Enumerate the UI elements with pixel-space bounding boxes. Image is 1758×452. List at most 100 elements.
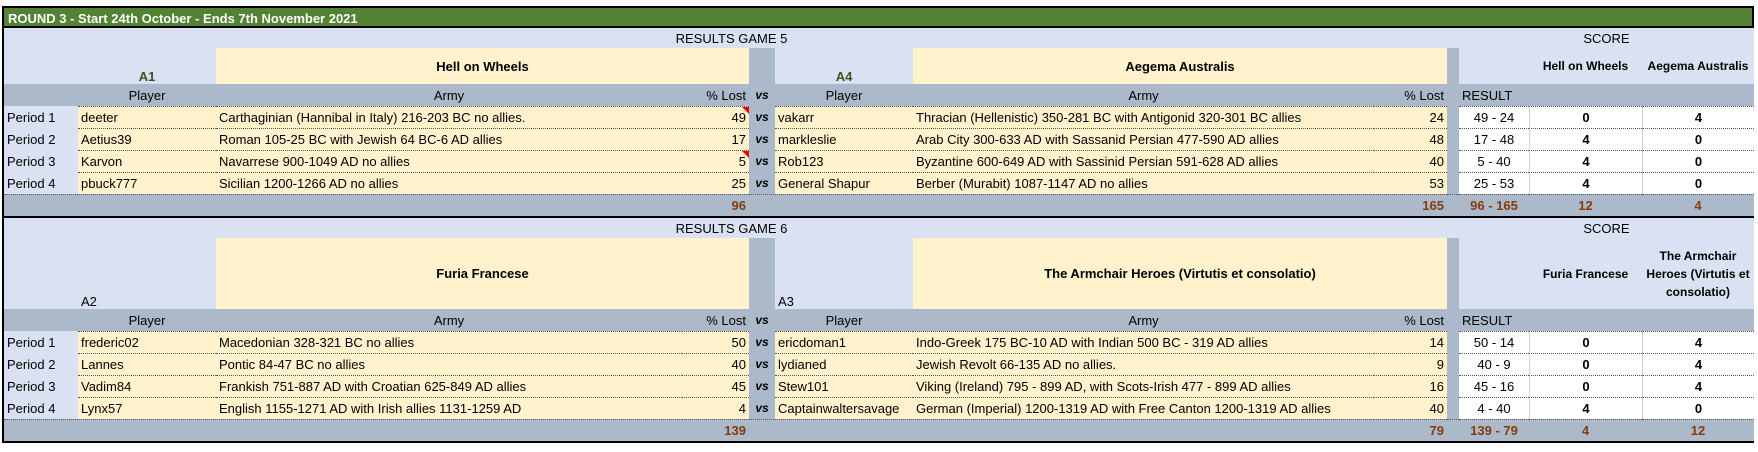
home-player-cell[interactable]: Vadim84 — [78, 375, 216, 397]
score-separator — [1447, 238, 1459, 309]
results-title: RESULTS GAME 5 — [4, 28, 1459, 48]
home-player-cell[interactable]: pbuck777 — [78, 172, 216, 194]
result-cell[interactable]: 4 - 40 — [1459, 397, 1529, 419]
total-blank — [749, 419, 1374, 441]
col-header-lost: % Lost — [1374, 84, 1447, 106]
away-army-cell[interactable]: Jewish Revolt 66-135 AD no allies. — [913, 353, 1374, 375]
home-army-cell[interactable]: Pontic 84-47 BC no allies — [216, 353, 682, 375]
away-team-name: The Armchair Heroes (Virtutis et consola… — [913, 238, 1447, 309]
home-team-code: A1 — [78, 48, 216, 84]
home-army-cell[interactable]: English 1155-1271 AD with Irish allies 1… — [216, 397, 682, 419]
away-player-cell[interactable]: Stew101 — [775, 375, 913, 397]
away-player-cell[interactable]: General Shapur — [775, 172, 913, 194]
away-team-name: Aegema Australis — [913, 48, 1447, 84]
home-player-cell[interactable]: frederic02 — [78, 331, 216, 353]
home-lost-cell[interactable]: 45 — [682, 375, 749, 397]
away-score-cell[interactable]: 4 — [1642, 353, 1754, 375]
away-score-cell[interactable]: 0 — [1642, 150, 1754, 172]
home-army-cell[interactable]: Navarrese 900-1049 AD no allies — [216, 150, 682, 172]
col-header-army: Army — [216, 309, 682, 331]
away-army-cell[interactable]: Berber (Murabit) 1087-1147 AD no allies — [913, 172, 1374, 194]
away-lost-cell[interactable]: 40 — [1374, 397, 1447, 419]
away-lost-cell[interactable]: 14 — [1374, 331, 1447, 353]
home-player-cell[interactable]: Lynx57 — [78, 397, 216, 419]
home-player-cell[interactable]: Karvon — [78, 150, 216, 172]
home-score-cell[interactable]: 0 — [1529, 106, 1642, 128]
result-cell[interactable]: 49 - 24 — [1459, 106, 1529, 128]
col-header-player: Player — [78, 84, 216, 106]
period-label: Period 4 — [4, 397, 78, 419]
vs-label: vs — [749, 150, 775, 172]
result-cell[interactable]: 5 - 40 — [1459, 150, 1529, 172]
home-army-cell[interactable]: Macedonian 328-321 BC no allies — [216, 331, 682, 353]
result-cell[interactable]: 50 - 14 — [1459, 331, 1529, 353]
away-score-cell[interactable]: 4 — [1642, 375, 1754, 397]
home-player-cell[interactable]: Lannes — [78, 353, 216, 375]
home-army-cell[interactable]: Sicilian 1200-1266 AD no allies — [216, 172, 682, 194]
score-title: SCORE — [1459, 28, 1754, 48]
away-score-cell[interactable]: 0 — [1642, 172, 1754, 194]
away-army-cell[interactable]: Arab City 300-633 AD with Sassanid Persi… — [913, 128, 1374, 150]
away-player-cell[interactable]: vakarr — [775, 106, 913, 128]
round-title[interactable]: ROUND 3 - Start 24th October - Ends 7th … — [2, 6, 1754, 28]
home-lost-cell[interactable]: 25 — [682, 172, 749, 194]
col-header-result: RESULT — [1459, 309, 1529, 331]
away-lost-cell[interactable]: 9 — [1374, 353, 1447, 375]
home-army-cell[interactable]: Carthaginian (Hannibal in Italy) 216-203… — [216, 106, 682, 128]
result-cell[interactable]: 45 - 16 — [1459, 375, 1529, 397]
home-score-cell[interactable]: 4 — [1529, 172, 1642, 194]
away-lost-cell[interactable]: 24 — [1374, 106, 1447, 128]
period-label: Period 1 — [4, 106, 78, 128]
result-cell[interactable]: 40 - 9 — [1459, 353, 1529, 375]
home-player-cell[interactable]: deeter — [78, 106, 216, 128]
away-army-cell[interactable]: Thracian (Hellenistic) 350-281 BC with A… — [913, 106, 1374, 128]
away-army-cell[interactable]: German (Imperial) 1200-1319 AD with Free… — [913, 397, 1374, 419]
col-header-result: RESULT — [1459, 84, 1529, 106]
home-lost-cell[interactable]: 4 — [682, 397, 749, 419]
away-army-cell[interactable]: Byzantine 600-649 AD with Sassinid Persi… — [913, 150, 1374, 172]
home-team-name: Furia Francese — [216, 238, 749, 309]
score-home-team: Furia Francese — [1529, 238, 1642, 309]
home-score-cell[interactable]: 4 — [1529, 150, 1642, 172]
score-separator — [1447, 150, 1459, 172]
result-total: 139 - 79 — [1459, 419, 1529, 441]
away-player-cell[interactable]: markleslie — [775, 128, 913, 150]
col-header-blank — [1529, 309, 1754, 331]
home-lost-cell[interactable]: 49 — [682, 106, 749, 128]
away-lost-cell[interactable]: 40 — [1374, 150, 1447, 172]
home-score-cell[interactable]: 4 — [1529, 128, 1642, 150]
home-lost-cell[interactable]: 17 — [682, 128, 749, 150]
home-score-cell[interactable]: 0 — [1529, 375, 1642, 397]
home-score-cell[interactable]: 0 — [1529, 353, 1642, 375]
away-player-cell[interactable]: Captainwaltersavage — [775, 397, 913, 419]
away-lost-cell[interactable]: 53 — [1374, 172, 1447, 194]
home-score-cell[interactable]: 0 — [1529, 331, 1642, 353]
home-lost-cell[interactable]: 50 — [682, 331, 749, 353]
home-player-cell[interactable]: Aetius39 — [78, 128, 216, 150]
col-header-player: Player — [775, 309, 913, 331]
away-player-cell[interactable]: Rob123 — [775, 150, 913, 172]
home-lost-cell[interactable]: 5 — [682, 150, 749, 172]
score-separator — [1447, 172, 1459, 194]
col-header-lost: % Lost — [682, 84, 749, 106]
away-player-cell[interactable]: ericdoman1 — [775, 331, 913, 353]
result-cell[interactable]: 25 - 53 — [1459, 172, 1529, 194]
score-away-team: The Armchair Heroes (Virtutis et consola… — [1642, 238, 1754, 309]
away-lost-cell[interactable]: 16 — [1374, 375, 1447, 397]
away-score-cell[interactable]: 0 — [1642, 128, 1754, 150]
score-separator — [1447, 397, 1459, 419]
away-score-cell[interactable]: 0 — [1642, 397, 1754, 419]
col-header-vs: vs — [749, 84, 775, 106]
home-score-cell[interactable]: 4 — [1529, 397, 1642, 419]
away-lost-cell[interactable]: 48 — [1374, 128, 1447, 150]
away-score-cell[interactable]: 4 — [1642, 331, 1754, 353]
away-army-cell[interactable]: Viking (Ireland) 795 - 899 AD, with Scot… — [913, 375, 1374, 397]
away-player-cell[interactable]: lydianed — [775, 353, 913, 375]
away-army-cell[interactable]: Indo-Greek 175 BC-10 AD with Indian 500 … — [913, 331, 1374, 353]
home-army-cell[interactable]: Frankish 751-887 AD with Croatian 625-84… — [216, 375, 682, 397]
vs-separator — [749, 48, 775, 84]
home-lost-cell[interactable]: 40 — [682, 353, 749, 375]
home-army-cell[interactable]: Roman 105-25 BC with Jewish 64 BC-6 AD a… — [216, 128, 682, 150]
away-score-cell[interactable]: 4 — [1642, 106, 1754, 128]
result-cell[interactable]: 17 - 48 — [1459, 128, 1529, 150]
